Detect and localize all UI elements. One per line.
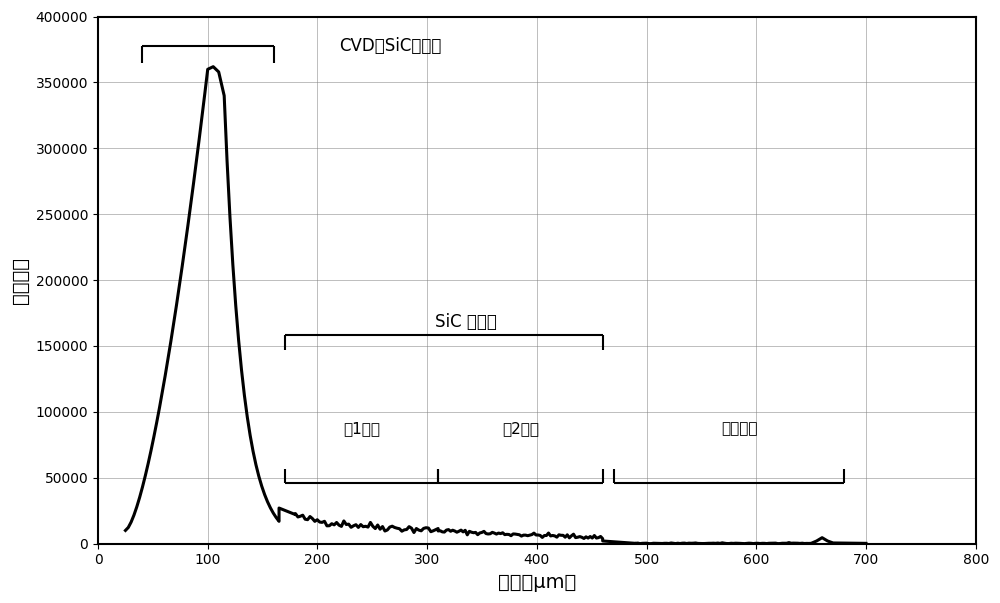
Text: CVD－SiC被覆物: CVD－SiC被覆物 <box>339 37 442 55</box>
Text: SiC 渗透层: SiC 渗透层 <box>435 314 496 331</box>
Text: 石墨基材: 石墨基材 <box>722 421 758 437</box>
Text: 第2区域: 第2区域 <box>502 421 539 437</box>
X-axis label: 深度（μm）: 深度（μm） <box>498 573 576 592</box>
Text: 第1区域: 第1区域 <box>343 421 380 437</box>
Y-axis label: 检测强度: 检测强度 <box>11 257 30 304</box>
